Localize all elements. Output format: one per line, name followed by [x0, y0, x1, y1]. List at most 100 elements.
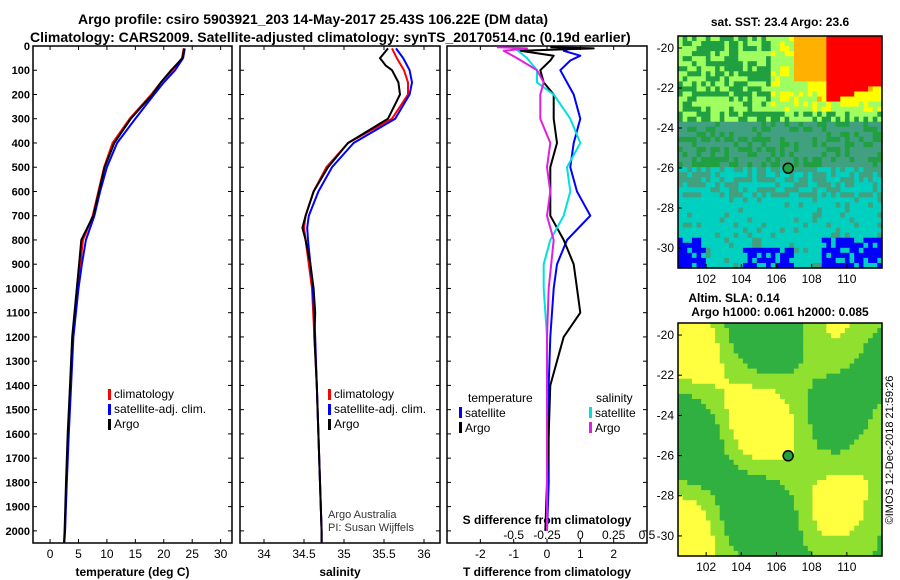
map-cell: [715, 474, 721, 481]
map-cell: [696, 262, 702, 269]
map-cell: [831, 520, 837, 527]
map-cell: [821, 368, 827, 375]
map-cell: [742, 101, 749, 108]
map-cell: [691, 81, 698, 88]
map-cell: [719, 424, 725, 430]
map-cell: [682, 333, 688, 339]
map-cell: [691, 429, 698, 436]
map-cell: [868, 490, 874, 496]
map-cell: [863, 383, 869, 390]
map-cell: [729, 398, 735, 405]
map-cell: [844, 419, 851, 425]
map-cell: [710, 61, 716, 67]
map-cell: [872, 111, 878, 118]
map-cell: [756, 51, 763, 57]
map-cell: [696, 363, 702, 370]
map-cell: [831, 363, 837, 370]
map-cell: [812, 424, 818, 430]
map-cell: [812, 242, 818, 249]
map-cell: [826, 257, 832, 264]
map-cell: [798, 333, 804, 339]
map-cell: [687, 383, 693, 390]
map-cell: [784, 353, 790, 360]
map-cell: [854, 157, 860, 163]
map-cell: [761, 353, 767, 360]
map-cell: [724, 61, 730, 67]
lat-tick-label: -30: [657, 529, 675, 543]
map-cell: [868, 46, 874, 52]
series-line-climatology: [63, 48, 185, 544]
map-cell: [826, 500, 832, 506]
map-cell: [678, 217, 684, 224]
map-cell: [807, 454, 814, 461]
map-cell: [858, 141, 865, 148]
map-cell: [761, 222, 767, 229]
map-cell: [678, 388, 684, 395]
map-cell: [705, 71, 712, 77]
map-cell: [803, 262, 809, 269]
map-cell: [849, 358, 855, 365]
map-cell: [724, 469, 730, 476]
map-cell: [872, 121, 878, 128]
map-cell: [868, 146, 874, 153]
map-cell: [840, 333, 846, 339]
map-cell: [780, 429, 786, 436]
map-cell: [844, 490, 851, 496]
map-cell: [831, 378, 837, 385]
map-cell: [678, 449, 684, 456]
map-cell: [793, 409, 800, 415]
map-cell: [756, 490, 763, 496]
map-cell: [766, 409, 772, 415]
map-cell: [733, 172, 739, 178]
map-cell: [789, 121, 795, 128]
map-cell: [742, 91, 749, 98]
map-cell: [793, 343, 800, 349]
map-cell: [863, 398, 869, 405]
map-cell: [854, 252, 860, 259]
map-cell: [742, 197, 749, 204]
map-cell: [784, 550, 790, 557]
map-cell: [738, 237, 744, 244]
map-cell: [780, 510, 786, 517]
map-cell: [719, 333, 725, 339]
annotation-line-1: Argo Australia: [328, 509, 397, 521]
map-cell: [780, 262, 786, 269]
map-cell: [840, 71, 846, 77]
map-cell: [738, 404, 744, 410]
map-cell: [742, 439, 749, 446]
map-cell: [682, 212, 688, 219]
map-cell: [701, 141, 707, 148]
map-cell: [691, 126, 698, 133]
map-cell: [789, 424, 795, 430]
map-cell: [798, 197, 804, 204]
map-cell: [724, 545, 730, 552]
map-cell: [710, 182, 716, 188]
map-cell: [835, 101, 841, 108]
map-cell: [877, 328, 883, 334]
map-cell: [710, 444, 716, 451]
map-cell: [849, 545, 855, 552]
series-line-t-satellite: [546, 46, 592, 531]
map-cell: [705, 505, 712, 512]
map-cell: [710, 398, 716, 405]
map-cell: [766, 333, 772, 339]
map-cell: [705, 485, 712, 491]
map-cell: [705, 454, 712, 461]
map-cell: [803, 232, 809, 239]
map-cell: [770, 368, 776, 375]
map-cell: [872, 530, 878, 537]
map-cell: [831, 76, 837, 82]
map-cell: [742, 121, 749, 128]
map-cell: [770, 91, 776, 98]
map-cell: [705, 500, 712, 506]
map-cell: [826, 368, 832, 375]
map-cell: [858, 333, 865, 339]
map-cell: [789, 61, 795, 67]
map-cell: [784, 66, 790, 72]
map-cell: [738, 126, 744, 133]
map-cell: [849, 152, 855, 158]
map-cell: [752, 197, 758, 204]
map-cell: [733, 247, 739, 254]
map-cell: [719, 86, 725, 93]
map-cell: [858, 328, 865, 334]
